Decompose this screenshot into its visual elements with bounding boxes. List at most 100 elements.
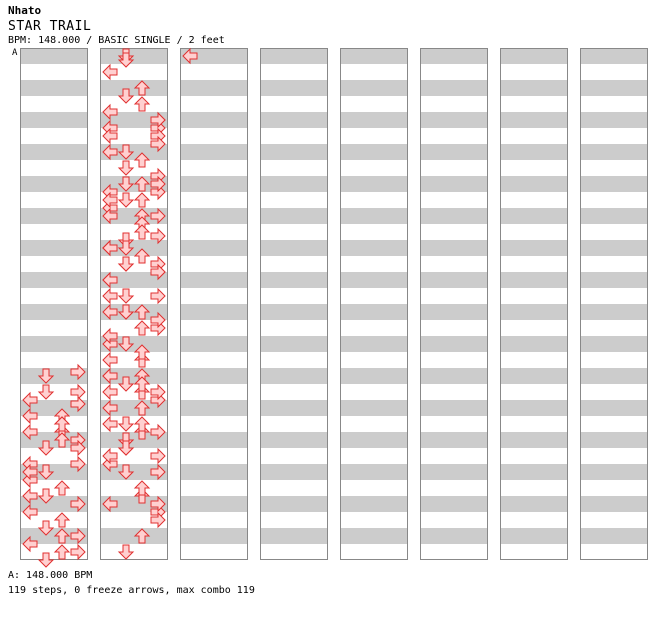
beat-band bbox=[180, 240, 248, 256]
left-arrow bbox=[102, 143, 118, 161]
chart-column bbox=[580, 48, 648, 560]
up-arrow bbox=[133, 416, 151, 432]
beat-band bbox=[340, 432, 408, 448]
down-arrow bbox=[117, 416, 135, 432]
chart-column bbox=[20, 48, 88, 560]
beat-band bbox=[180, 272, 248, 288]
right-arrow bbox=[150, 463, 166, 481]
beat-band bbox=[260, 48, 328, 64]
beat-band bbox=[100, 464, 168, 480]
beat-band bbox=[180, 432, 248, 448]
beat-band bbox=[500, 112, 568, 128]
beat-band bbox=[100, 48, 168, 64]
beat-band bbox=[20, 272, 88, 288]
down-arrow bbox=[117, 376, 135, 392]
beat-band bbox=[420, 48, 488, 64]
beat-band bbox=[580, 496, 648, 512]
up-arrow bbox=[53, 480, 71, 496]
beat-band bbox=[180, 496, 248, 512]
beat-band bbox=[260, 400, 328, 416]
beat-band bbox=[500, 496, 568, 512]
left-arrow bbox=[102, 191, 118, 209]
beat-band bbox=[500, 144, 568, 160]
beat-band bbox=[500, 208, 568, 224]
up-arrow bbox=[53, 416, 71, 432]
beat-band bbox=[340, 240, 408, 256]
beat-band bbox=[100, 400, 168, 416]
left-arrow bbox=[102, 103, 118, 121]
column-border bbox=[580, 48, 648, 560]
beat-band bbox=[420, 176, 488, 192]
beat-band bbox=[420, 208, 488, 224]
down-arrow bbox=[117, 304, 135, 320]
beat-band bbox=[500, 368, 568, 384]
beat-band bbox=[260, 80, 328, 96]
right-arrow bbox=[150, 207, 166, 225]
right-arrow bbox=[150, 511, 166, 529]
beat-band bbox=[20, 240, 88, 256]
beat-band bbox=[580, 400, 648, 416]
up-arrow bbox=[53, 512, 71, 528]
down-arrow bbox=[37, 488, 55, 504]
beat-band bbox=[580, 208, 648, 224]
left-arrow bbox=[102, 127, 118, 145]
down-arrow bbox=[117, 144, 135, 160]
up-arrow bbox=[133, 400, 151, 416]
down-arrow bbox=[117, 240, 135, 256]
beat-band bbox=[340, 304, 408, 320]
left-arrow bbox=[22, 487, 38, 505]
beat-band bbox=[180, 80, 248, 96]
right-arrow bbox=[150, 423, 166, 441]
beat-band bbox=[180, 464, 248, 480]
beat-band bbox=[340, 48, 408, 64]
down-arrow bbox=[37, 440, 55, 456]
beat-band bbox=[340, 176, 408, 192]
column-border bbox=[420, 48, 488, 560]
beat-band bbox=[180, 336, 248, 352]
right-arrow bbox=[150, 287, 166, 305]
up-arrow bbox=[133, 376, 151, 392]
left-arrow bbox=[102, 239, 118, 257]
up-arrow bbox=[133, 96, 151, 112]
beat-band bbox=[260, 112, 328, 128]
beat-band bbox=[20, 528, 88, 544]
right-arrow bbox=[70, 439, 86, 457]
up-arrow bbox=[53, 528, 71, 544]
beat-band bbox=[500, 176, 568, 192]
down-arrow bbox=[37, 464, 55, 480]
beat-band bbox=[340, 272, 408, 288]
beat-band bbox=[260, 272, 328, 288]
beat-band bbox=[180, 48, 248, 64]
beat-band bbox=[340, 400, 408, 416]
beat-band bbox=[260, 432, 328, 448]
beat-band bbox=[340, 336, 408, 352]
down-arrow bbox=[117, 288, 135, 304]
right-arrow bbox=[150, 227, 166, 245]
chart-column bbox=[260, 48, 328, 560]
right-arrow bbox=[70, 363, 86, 381]
beat-band bbox=[180, 304, 248, 320]
left-arrow bbox=[102, 271, 118, 289]
beat-band bbox=[180, 208, 248, 224]
right-arrow bbox=[70, 455, 86, 473]
down-arrow bbox=[117, 88, 135, 104]
down-arrow bbox=[117, 440, 135, 456]
beat-band bbox=[340, 208, 408, 224]
left-arrow bbox=[182, 47, 198, 65]
beat-band bbox=[580, 432, 648, 448]
beat-band bbox=[420, 80, 488, 96]
column-border bbox=[100, 48, 168, 560]
beat-band bbox=[340, 112, 408, 128]
left-arrow bbox=[102, 447, 118, 465]
left-arrow bbox=[102, 351, 118, 369]
beat-band bbox=[500, 240, 568, 256]
song-title: STAR TRAIL bbox=[8, 19, 92, 34]
up-arrow bbox=[53, 432, 71, 448]
beat-band bbox=[100, 240, 168, 256]
left-arrow bbox=[22, 535, 38, 553]
beat-band bbox=[500, 80, 568, 96]
beat-band bbox=[500, 48, 568, 64]
beat-band bbox=[260, 528, 328, 544]
right-arrow bbox=[70, 527, 86, 545]
beat-band bbox=[580, 144, 648, 160]
